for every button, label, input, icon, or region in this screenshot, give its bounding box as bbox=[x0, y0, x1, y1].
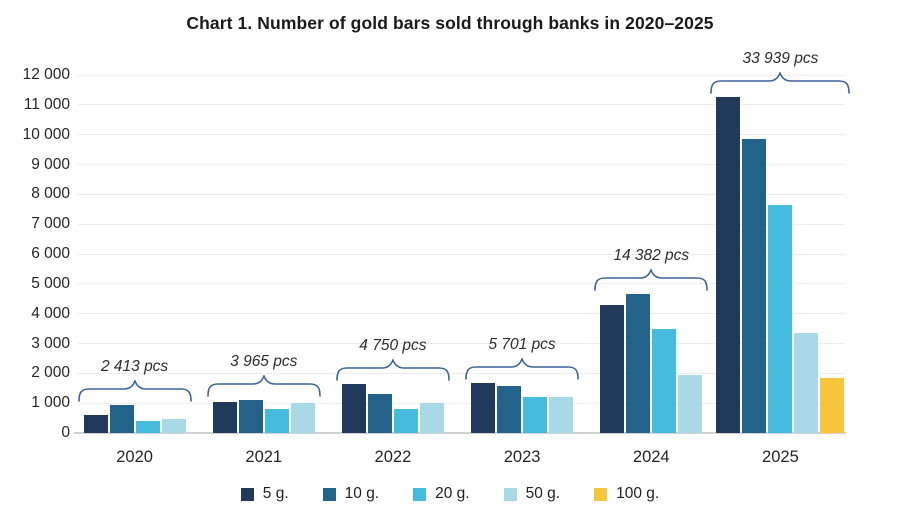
gridline bbox=[78, 402, 845, 404]
brace-annotation bbox=[77, 379, 192, 402]
category-label: 2022 bbox=[374, 448, 412, 466]
gridline bbox=[78, 313, 845, 315]
bar-20g bbox=[135, 421, 160, 433]
brace-annotation bbox=[206, 375, 321, 397]
bar-50g bbox=[794, 333, 819, 433]
y-axis-tick-label: 9 000 bbox=[31, 155, 70, 173]
bar-50g bbox=[161, 419, 186, 433]
y-axis-tick-label: 6 000 bbox=[31, 245, 70, 262]
y-axis-tick-label: 5 000 bbox=[31, 274, 70, 292]
legend: 5 g. 10 g. 20 g. 50 g. 100 g. bbox=[0, 481, 900, 507]
gridline bbox=[78, 74, 845, 76]
bar-10g bbox=[742, 139, 767, 433]
bar-50g bbox=[549, 396, 574, 433]
x-axis-line bbox=[74, 432, 846, 434]
bar-10g bbox=[238, 400, 263, 433]
group-total-label: 2 413 pcs bbox=[100, 357, 169, 375]
bar-20g bbox=[264, 408, 289, 433]
bar-5g bbox=[716, 97, 741, 433]
y-axis-tick-label: 8 000 bbox=[31, 185, 70, 203]
legend-label: 10 g. bbox=[344, 485, 380, 502]
gridline bbox=[78, 372, 845, 374]
legend-item: 50 g. bbox=[503, 485, 561, 503]
group-total-label: 3 965 pcs bbox=[230, 353, 298, 371]
y-axis-tick-label: 12 000 bbox=[22, 66, 70, 83]
brace-annotation bbox=[594, 268, 709, 291]
bar-5g bbox=[83, 415, 108, 433]
bar-5g bbox=[471, 382, 496, 433]
bar-10g bbox=[497, 386, 522, 433]
bar-5g bbox=[600, 305, 625, 433]
y-axis-tick-label: 10 000 bbox=[22, 125, 70, 143]
gridline bbox=[78, 104, 845, 106]
legend-swatch-icon bbox=[322, 487, 336, 501]
bar-20g bbox=[652, 328, 677, 433]
category-label: 2023 bbox=[503, 448, 541, 466]
y-axis-tick-label: 3 000 bbox=[31, 334, 70, 352]
group-total-label: 33 939 pcs bbox=[742, 50, 819, 68]
gridline bbox=[78, 283, 845, 285]
legend-item: 20 g. bbox=[413, 485, 470, 503]
gridline bbox=[78, 253, 845, 255]
bar-10g bbox=[109, 404, 134, 433]
category-label: 2025 bbox=[762, 448, 799, 466]
bar-20g bbox=[768, 205, 793, 433]
gridline bbox=[78, 134, 845, 136]
gridline bbox=[78, 164, 845, 165]
legend-item: 100 g. bbox=[594, 485, 659, 503]
bar-50g bbox=[290, 402, 315, 433]
legend-label: 5 g. bbox=[262, 485, 289, 502]
brace-annotation bbox=[710, 72, 851, 95]
legend-swatch-icon bbox=[240, 487, 254, 501]
y-axis-tick-label: 0 bbox=[61, 424, 70, 441]
bar-10g bbox=[626, 293, 651, 433]
brace-annotation bbox=[336, 358, 450, 381]
brace-annotation bbox=[465, 357, 579, 380]
legend-swatch-icon bbox=[413, 487, 427, 501]
y-axis-tick-label: 4 000 bbox=[31, 304, 70, 322]
y-axis-tick-label: 1 000 bbox=[31, 394, 70, 412]
category-label: 2020 bbox=[116, 448, 153, 466]
bar-20g bbox=[393, 409, 418, 433]
y-axis-tick-label: 11 000 bbox=[23, 95, 70, 113]
gridline bbox=[78, 343, 845, 344]
category-label: 2024 bbox=[632, 448, 670, 466]
bar-10g bbox=[367, 394, 392, 433]
group-total-label: 14 382 pcs bbox=[613, 246, 690, 264]
legend-item: 5 g. bbox=[240, 485, 289, 503]
legend-item: 10 g. bbox=[322, 485, 380, 503]
legend-label: 100 g. bbox=[616, 485, 660, 502]
group-total-label: 5 701 pcs bbox=[488, 335, 556, 353]
bar-50g bbox=[678, 375, 703, 433]
chart-title: Chart 1. Number of gold bars sold throug… bbox=[186, 13, 714, 33]
category-label: 2021 bbox=[245, 448, 283, 466]
group-total-label: 4 750 pcs bbox=[359, 336, 427, 354]
bar-20g bbox=[523, 396, 548, 433]
gridline bbox=[78, 223, 845, 225]
gridline bbox=[78, 193, 845, 195]
bar-5g bbox=[212, 401, 237, 433]
bar-50g bbox=[419, 403, 444, 433]
legend-label: 20 g. bbox=[435, 485, 470, 502]
y-axis-tick-label: 2 000 bbox=[31, 364, 70, 382]
legend-swatch-icon bbox=[503, 487, 517, 501]
y-axis-tick-label: 7 000 bbox=[31, 215, 70, 233]
legend-label: 50 g. bbox=[525, 485, 561, 502]
legend-swatch-icon bbox=[594, 487, 608, 501]
bar-100g bbox=[820, 377, 845, 433]
bar-5g bbox=[341, 383, 366, 433]
